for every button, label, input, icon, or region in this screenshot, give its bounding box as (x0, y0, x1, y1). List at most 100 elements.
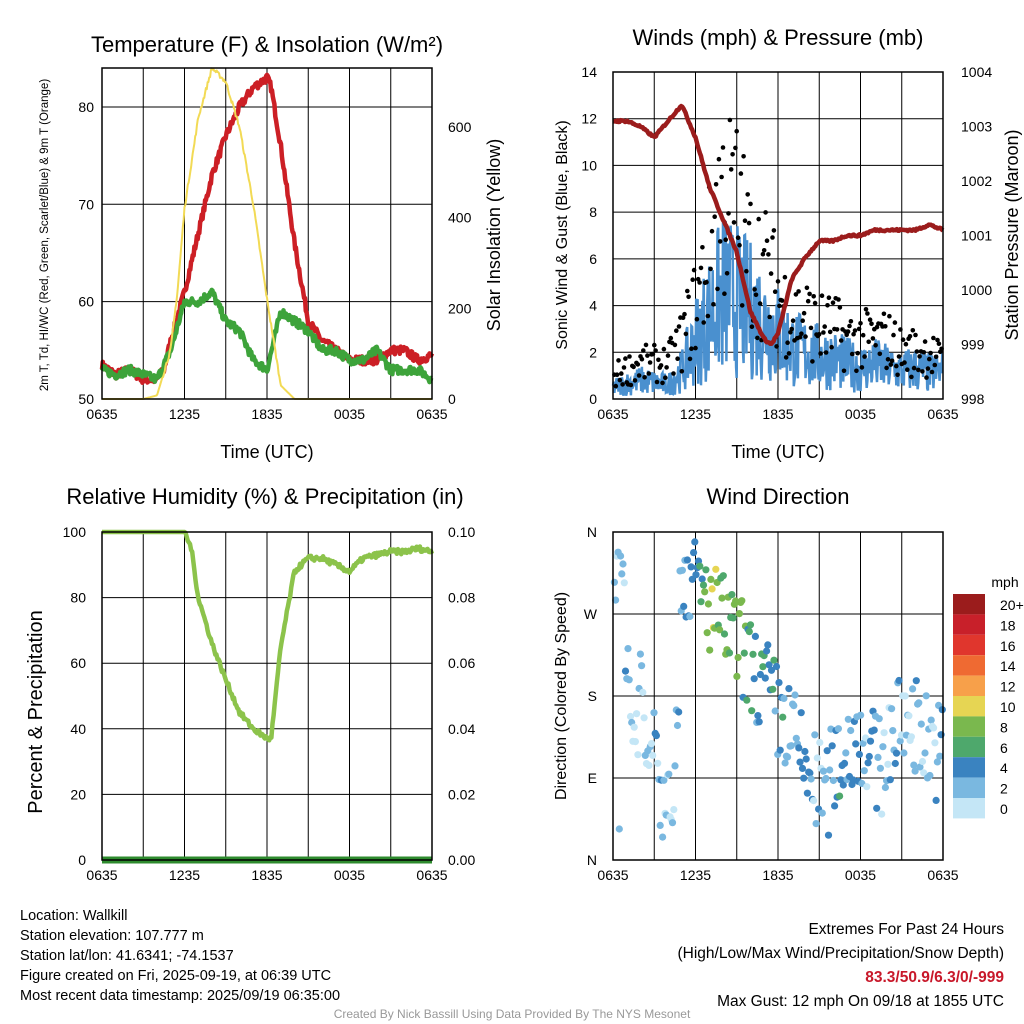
y2-tick-label: 400 (448, 210, 472, 226)
gust-point (891, 332, 896, 338)
direction-point (746, 621, 755, 629)
gust-point (801, 310, 807, 316)
gust-point (708, 266, 713, 272)
gust-point (628, 382, 634, 388)
y-tick-label: 2 (589, 344, 597, 360)
gust-point (767, 314, 772, 320)
y-tick-label: N (587, 852, 597, 868)
gust-point (855, 350, 860, 356)
legend-label: 2 (1000, 781, 1008, 797)
x-tick-label: 0035 (334, 867, 365, 883)
direction-point (915, 699, 923, 707)
gust-point (711, 302, 716, 307)
direction-point (839, 781, 847, 789)
x-tick-label: 0635 (597, 406, 628, 422)
gust-point (674, 328, 679, 334)
gust-point (620, 382, 625, 387)
direction-point (912, 677, 920, 685)
gust-point (771, 228, 777, 233)
gust-point (932, 362, 938, 368)
gust-point (641, 348, 646, 353)
direction-point (759, 663, 767, 671)
x-tick-label: 1835 (762, 406, 793, 422)
legend-swatch (953, 594, 985, 615)
x-tick-label: 1235 (169, 406, 200, 422)
gust-point (686, 294, 691, 300)
gust-point (724, 271, 730, 276)
direction-point (829, 776, 838, 785)
y-tick-label: S (588, 688, 597, 704)
y-tick-label: W (584, 606, 598, 622)
gust-point (738, 171, 744, 176)
y-tick-label: 80 (78, 99, 94, 115)
gust-point (825, 303, 830, 308)
direction-point (690, 549, 698, 557)
plot-border (101, 67, 433, 400)
y2-tick-label: 1004 (961, 64, 992, 80)
direction-point (743, 696, 751, 704)
legend-label: 14 (1000, 658, 1016, 674)
direction-point (691, 538, 699, 546)
legend-label: 6 (1000, 740, 1008, 756)
gust-point (730, 152, 735, 157)
gust-point (656, 357, 661, 363)
gust-point (632, 378, 638, 383)
legend-swatch (953, 614, 985, 635)
series-line-pressure (611, 103, 945, 347)
direction-point (836, 792, 844, 800)
direction-point (749, 650, 757, 658)
direction-point (787, 742, 795, 750)
chart-panel-1: 50 60 70 80 0 200 400 600 0635 1235 1835 0035 0635 Te… (39, 32, 504, 462)
direction-point (828, 742, 836, 750)
gust-point (935, 337, 940, 343)
direction-point (652, 732, 661, 740)
y-tick-label: 60 (78, 294, 94, 310)
gust-point (895, 372, 900, 378)
gust-point (709, 228, 715, 234)
chart-title: Winds (mph) & Pressure (mb) (633, 25, 924, 50)
gust-point (713, 182, 719, 187)
gust-point (799, 331, 804, 337)
gust-point (660, 380, 665, 386)
gust-point (734, 128, 739, 134)
gust-point (748, 201, 753, 207)
direction-point (926, 771, 934, 780)
gust-point (646, 371, 652, 376)
gust-point (838, 338, 844, 343)
y2-tick-label: 1002 (961, 173, 992, 189)
gust-point (719, 174, 724, 180)
legend-label: 18 (1000, 617, 1016, 633)
legend-swatch (953, 634, 985, 656)
direction-point (719, 572, 727, 580)
gust-point (863, 307, 869, 312)
gust-point (735, 235, 741, 240)
gust-point (884, 365, 889, 371)
gust-point (856, 326, 862, 332)
gust-point (627, 354, 632, 359)
direction-point (873, 804, 881, 812)
direction-point (847, 726, 855, 735)
gust-point (894, 363, 899, 369)
chart-panel-3: 0 20 40 60 80 100 0.00 0.02 0.04 0.06 0.08 0.10 0635… (25, 484, 475, 883)
direction-point (863, 783, 871, 791)
direction-point (865, 752, 873, 761)
direction-point (678, 566, 687, 574)
gust-point (913, 332, 918, 338)
gust-point (723, 237, 728, 242)
gust-point (782, 274, 788, 280)
x-tick-label: 0635 (597, 867, 628, 883)
gust-point (705, 313, 711, 319)
direction-point (649, 751, 657, 760)
gust-point (663, 375, 668, 381)
direction-point (823, 747, 831, 755)
direction-point (728, 591, 736, 599)
direction-point (840, 759, 849, 768)
direction-point (640, 714, 648, 722)
direction-point (638, 662, 646, 670)
direction-point (878, 810, 886, 818)
gust-point (687, 356, 693, 362)
direction-point (881, 783, 890, 792)
y-tick-label: 100 (63, 524, 87, 540)
gust-point (745, 192, 750, 197)
gust-point (665, 353, 671, 358)
